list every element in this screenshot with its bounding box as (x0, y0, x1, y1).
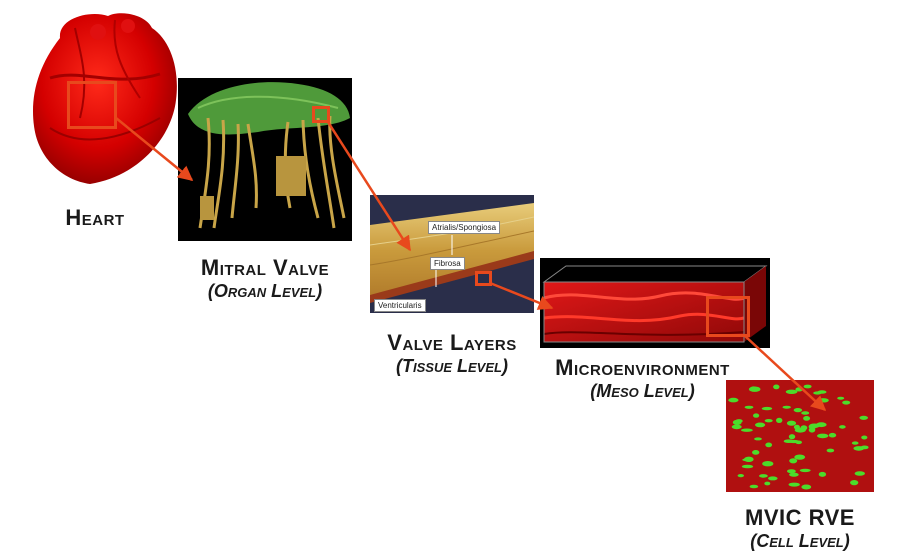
cell-nucleus (799, 468, 811, 473)
atrialis-spongiosa-label: Atrialis/Spongiosa (428, 221, 501, 234)
layers-caption: Valve Layers (Tissue Level) (370, 330, 534, 377)
cell-nucleus (816, 422, 827, 428)
heart-zoom-box (67, 81, 117, 129)
cell-nucleus (761, 406, 773, 411)
cell-nucleus (759, 474, 768, 478)
cell-nucleus (785, 389, 798, 394)
cell-nucleus (794, 454, 806, 460)
valve-layers-image: Atrialis/Spongiosa Fibrosa Ventricularis (370, 195, 534, 313)
cell-nucleus (749, 484, 759, 489)
cell-nucleus (803, 384, 812, 389)
micro-level: (Meso Level) (590, 381, 695, 401)
cell-nucleus (754, 437, 762, 441)
cell-nucleus (765, 442, 773, 448)
micro-zoom-box (706, 296, 750, 337)
cell-nucleus (776, 417, 783, 423)
cell-nucleus (786, 420, 797, 426)
cell-nucleus (787, 469, 796, 474)
ventricularis-label: Ventricularis (374, 299, 426, 312)
cell-nucleus (782, 405, 791, 409)
cell-nucleus (728, 397, 739, 403)
cell-nucleus (808, 427, 816, 433)
cell-nucleus (744, 456, 754, 462)
cell-nucleus (732, 419, 742, 426)
layers-level: (Tissue Level) (396, 356, 508, 376)
cell-nucleus (752, 450, 760, 455)
layers-zoom-box (475, 271, 492, 286)
cell-nucleus (817, 398, 828, 402)
cell-nucleus (813, 391, 822, 395)
cell-nucleus (753, 413, 760, 418)
mitral-title: Mitral Valve (200, 255, 330, 280)
cell-nucleus (744, 405, 754, 409)
cell-nucleus (818, 471, 827, 477)
mitral-level: (Organ Level) (207, 281, 323, 301)
cell-nucleus (842, 400, 851, 405)
cell-nucleus (764, 419, 773, 423)
cell-nucleus (788, 434, 796, 440)
mvic-caption: MVIC RVE (Cell Level) (720, 505, 880, 552)
cell-nucleus (851, 441, 859, 445)
mvic-rve-image (726, 380, 874, 492)
cell-nucleus (837, 396, 845, 400)
cell-nucleus (764, 481, 771, 486)
cell-nucleus (803, 416, 811, 421)
cell-nucleus (828, 432, 837, 438)
cell-nucleus (839, 425, 846, 429)
cell-nucleus (741, 464, 754, 469)
cell-nucleus (861, 435, 868, 440)
cell-nucleus (793, 408, 803, 413)
cell-nucleus (788, 439, 800, 444)
cell-nucleus (854, 471, 865, 476)
cell-nucleus (817, 433, 829, 439)
cell-nucleus (773, 384, 780, 390)
mitral-valve-image (178, 78, 352, 241)
mitral-caption: Mitral Valve (Organ Level) (185, 255, 345, 302)
cell-nucleus (859, 415, 868, 420)
cell-nucleus (731, 424, 742, 430)
cell-nucleus (826, 448, 835, 453)
cell-nucleus (755, 422, 766, 428)
cell-nucleus (801, 411, 810, 415)
cell-nucleus (750, 386, 757, 390)
layers-title: Valve Layers (387, 330, 517, 355)
mvic-title: MVIC RVE (745, 505, 855, 530)
cell-nucleus (801, 484, 812, 490)
cell-nucleus (741, 428, 753, 432)
mitral-zoom-box (312, 106, 330, 123)
micro-caption: Microenvironment (Meso Level) (535, 355, 750, 402)
cell-nucleus (789, 472, 799, 477)
fibrosa-label: Fibrosa (430, 257, 465, 270)
heart-caption: Heart (40, 205, 150, 231)
cell-nucleus (794, 427, 806, 433)
cell-nucleus (860, 445, 869, 450)
cell-nucleus (737, 474, 744, 478)
cell-nucleus (788, 482, 800, 487)
mvic-level: (Cell Level) (750, 531, 850, 551)
heart-title: Heart (65, 205, 125, 230)
cell-nucleus (850, 480, 859, 486)
cell-nucleus (768, 476, 778, 481)
cell-nucleus (762, 461, 774, 467)
microenvironment-image (540, 258, 770, 348)
micro-title: Microenvironment (555, 355, 730, 380)
cell-nucleus (789, 458, 798, 464)
